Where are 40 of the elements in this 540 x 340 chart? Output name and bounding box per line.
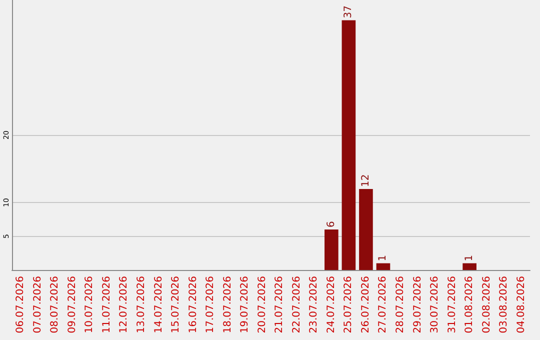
x-tick-label: 21.07.2026: [274, 276, 286, 334]
x-tick-label: 07.07.2026: [32, 276, 44, 334]
x-tick-label: 24.07.2026: [326, 276, 337, 334]
x-tick-label: 17.07.2026: [205, 276, 216, 334]
x-tick-label: 22.07.2026: [291, 276, 302, 334]
x-tick-label: 25.07.2026: [343, 276, 354, 334]
x-tick-label: 12.07.2026: [118, 276, 130, 334]
x-tick-label: 30.07.2026: [430, 276, 441, 334]
x-tick-label: 10.07.2026: [84, 276, 96, 334]
bar: [324, 230, 338, 270]
x-tick-label: 09.07.2026: [66, 276, 78, 334]
x-tick-label: 04.08.2026: [516, 276, 527, 334]
bar: [342, 20, 356, 270]
x-tick-label: 08.07.2026: [50, 276, 61, 334]
x-tick-label: 06.07.2026: [15, 276, 26, 334]
x-tick-label: 18.07.2026: [222, 276, 234, 334]
x-tick-label: 13.07.2026: [136, 276, 147, 334]
bar: [359, 189, 373, 270]
x-tick-label: 16.07.2026: [188, 276, 199, 334]
bar: [462, 263, 476, 270]
x-tick-label: 15.07.2026: [170, 276, 182, 334]
x-tick-label: 29.07.2026: [412, 276, 424, 334]
x-tick-label: 23.07.2026: [308, 276, 320, 334]
data-label: 1: [464, 254, 476, 262]
x-tick-label: 03.08.2026: [498, 276, 510, 334]
x-tick-label: 01.08.2026: [464, 276, 476, 334]
x-tick-label: 20.07.2026: [256, 276, 268, 334]
x-tick-label: 02.08.2026: [481, 276, 492, 334]
bar: [376, 263, 390, 270]
x-tick-label: 27.07.2026: [378, 276, 389, 334]
x-tick-label: 19.07.2026: [240, 276, 251, 334]
x-tick-label: 11.07.2026: [101, 276, 112, 334]
data-label: 12: [360, 174, 372, 187]
data-label: 6: [326, 221, 337, 228]
data-label: 37: [343, 6, 354, 18]
data-label: 1: [378, 254, 389, 262]
x-tick-label: 26.07.2026: [360, 276, 372, 334]
x-tick-label: 14.07.2026: [153, 276, 164, 334]
x-tick-label: 31.07.2026: [446, 276, 458, 334]
x-tick-label: 28.07.2026: [395, 276, 406, 334]
